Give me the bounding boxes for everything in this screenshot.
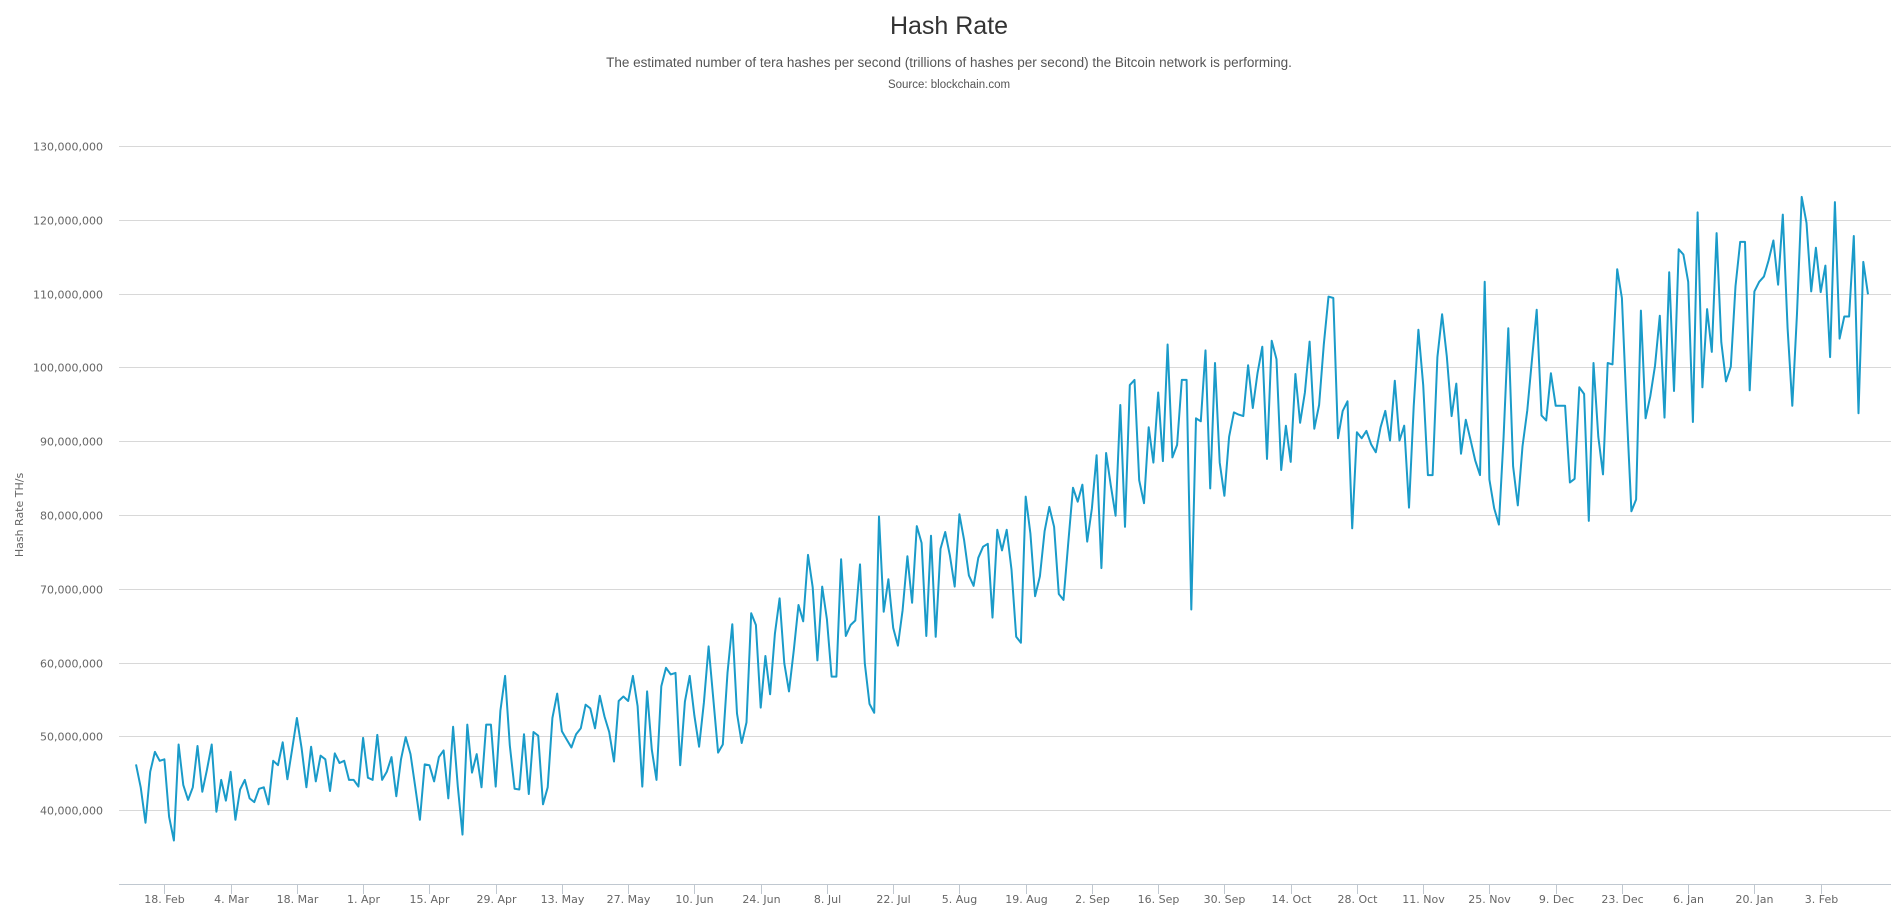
y-tick-label: 90,000,000 (40, 436, 103, 449)
y-tick-label: 70,000,000 (40, 584, 103, 597)
x-tick-label: 1. Apr (347, 893, 380, 906)
hash-rate-line[interactable] (135, 195, 1869, 842)
x-tick-label: 19. Aug (1005, 893, 1047, 906)
y-tick-label: 120,000,000 (33, 215, 103, 228)
x-tick-label: 24. Jun (742, 893, 780, 906)
x-tick-label: 20. Jan (1736, 893, 1774, 906)
y-tick-label: 110,000,000 (33, 289, 103, 302)
y-tick-label: 80,000,000 (40, 510, 103, 523)
x-tick-label: 14. Oct (1271, 893, 1312, 906)
y-axis-ticks: 40,000,000 50,000,000 60,000,000 70,000,000… (33, 141, 103, 818)
chart-subtitle: The estimated number of tera hashes per … (606, 55, 1292, 70)
x-tick-label: 8. Jul (814, 893, 841, 906)
x-tick-label: 9. Dec (1539, 893, 1574, 906)
x-tick-label: 10. Jun (675, 893, 713, 906)
y-tick-label: 130,000,000 (33, 141, 103, 154)
x-tick-label: 25. Nov (1468, 893, 1511, 906)
x-tick-label: 28. Oct (1337, 893, 1378, 906)
chart-source: Source: blockchain.com (887, 79, 1011, 91)
y-tick-label: 60,000,000 (40, 658, 103, 671)
x-tick-label: 15. Apr (409, 893, 449, 906)
x-axis: 18. Feb 4. Mar 18. Mar 1. Apr 15. Apr 29. Apr… (119, 884, 1891, 906)
x-tick-label: 11. Nov (1402, 893, 1445, 906)
x-tick-label: 30. Sep (1204, 893, 1246, 906)
x-tick-label: 27. May (607, 893, 651, 906)
x-tick-label: 2. Sep (1075, 893, 1110, 906)
x-tick-label: 18. Feb (144, 893, 184, 906)
x-tick-label: 6. Jan (1673, 893, 1704, 906)
x-tick-label: 29. Apr (476, 893, 516, 906)
y-axis-title: Hash Rate TH/s (13, 473, 26, 558)
x-tick-label: 16. Sep (1138, 893, 1180, 906)
x-tick-label: 3. Feb (1805, 893, 1838, 906)
x-tick-label: 5. Aug (942, 893, 977, 906)
chart-title: Hash Rate (889, 12, 1009, 40)
y-tick-label: 50,000,000 (40, 731, 103, 744)
gridlines (119, 146, 1891, 811)
y-tick-label: 40,000,000 (40, 805, 103, 818)
x-tick-label: 13. May (541, 893, 585, 906)
x-tick-label: 4. Mar (214, 893, 249, 906)
x-tick-label: 18. Mar (277, 893, 319, 906)
x-tick-label: 22. Jul (876, 893, 910, 906)
y-tick-label: 100,000,000 (33, 362, 103, 375)
x-tick-label: 23. Dec (1601, 893, 1643, 906)
